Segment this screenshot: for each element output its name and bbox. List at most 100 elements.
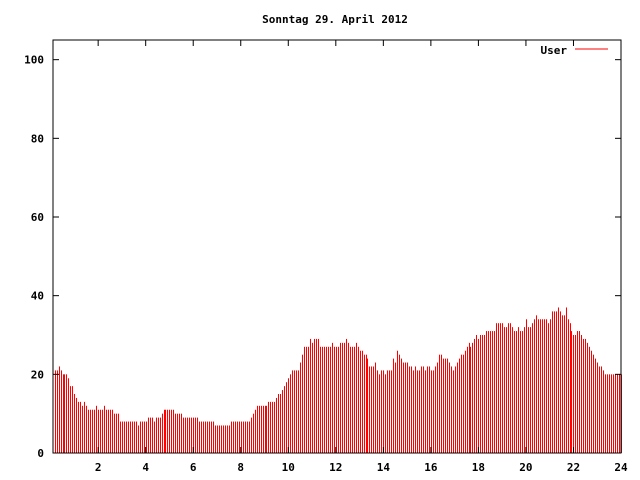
bar — [160, 417, 161, 453]
bar — [326, 346, 327, 453]
bar — [360, 350, 361, 453]
bar — [465, 350, 466, 453]
bar — [266, 405, 267, 453]
bar — [96, 405, 97, 453]
bar — [597, 362, 598, 453]
bar — [457, 362, 458, 453]
bar — [391, 370, 392, 453]
bar — [243, 421, 244, 453]
bar — [92, 409, 93, 453]
bar — [249, 421, 250, 453]
bar — [429, 366, 430, 453]
bar — [599, 366, 600, 453]
bar — [609, 374, 610, 453]
bar — [570, 323, 571, 453]
bar — [251, 417, 252, 453]
bar — [165, 409, 166, 453]
bar — [601, 366, 602, 453]
y-tick-label: 100 — [24, 54, 44, 67]
bar — [162, 413, 163, 453]
bar — [219, 425, 220, 453]
bar — [253, 413, 254, 453]
bar — [61, 370, 62, 453]
bar — [373, 366, 374, 453]
x-tick-label: 18 — [472, 461, 485, 474]
bar — [433, 370, 434, 453]
x-tick-label: 14 — [377, 461, 391, 474]
bar — [282, 390, 283, 453]
bar — [526, 319, 527, 453]
bar — [575, 335, 576, 453]
y-tick-label: 0 — [37, 447, 44, 460]
bar — [530, 327, 531, 453]
bar — [524, 327, 525, 453]
bar — [413, 370, 414, 453]
bar — [114, 413, 115, 453]
bar — [451, 366, 452, 453]
bar — [169, 409, 170, 453]
bar — [213, 421, 214, 453]
bar — [118, 413, 119, 453]
bar — [158, 417, 159, 453]
bar — [55, 370, 56, 453]
bar — [104, 405, 105, 453]
bar — [215, 425, 216, 453]
y-tick-label: 40 — [31, 290, 44, 303]
bar — [280, 394, 281, 453]
bar — [387, 370, 388, 453]
bar — [306, 346, 307, 453]
bar — [562, 315, 563, 453]
bar — [328, 346, 329, 453]
bar — [383, 370, 384, 453]
x-tick-label: 20 — [519, 461, 532, 474]
bar — [150, 417, 151, 453]
bar — [417, 370, 418, 453]
bar — [82, 405, 83, 453]
bar — [611, 374, 612, 453]
bar — [484, 335, 485, 453]
bar — [86, 405, 87, 453]
bar — [403, 362, 404, 453]
x-tick-label: 10 — [282, 461, 295, 474]
bar — [209, 421, 210, 453]
bar — [585, 338, 586, 453]
bar — [364, 354, 365, 453]
bar — [362, 350, 363, 453]
bar — [367, 358, 368, 453]
bar — [546, 319, 547, 453]
bar — [542, 319, 543, 453]
bar — [356, 342, 357, 453]
bar — [492, 331, 493, 453]
bar — [98, 409, 99, 453]
bar — [540, 319, 541, 453]
bar — [100, 409, 101, 453]
bar — [518, 327, 519, 453]
bar — [613, 374, 614, 453]
bar — [278, 394, 279, 453]
bar — [300, 362, 301, 453]
bar — [344, 342, 345, 453]
bar — [593, 354, 594, 453]
bar — [74, 394, 75, 453]
bar — [94, 409, 95, 453]
bar — [259, 405, 260, 453]
bar — [148, 417, 149, 453]
bar — [298, 370, 299, 453]
legend: User — [541, 44, 608, 57]
bar — [66, 374, 67, 453]
bar — [201, 421, 202, 453]
bar — [239, 421, 240, 453]
bar — [528, 327, 529, 453]
bar — [128, 421, 129, 453]
bar — [453, 370, 454, 453]
bar — [261, 405, 262, 453]
bar — [203, 421, 204, 453]
bar — [272, 401, 273, 453]
bar — [76, 397, 77, 453]
bar — [134, 421, 135, 453]
bar — [88, 409, 89, 453]
bar — [332, 342, 333, 453]
